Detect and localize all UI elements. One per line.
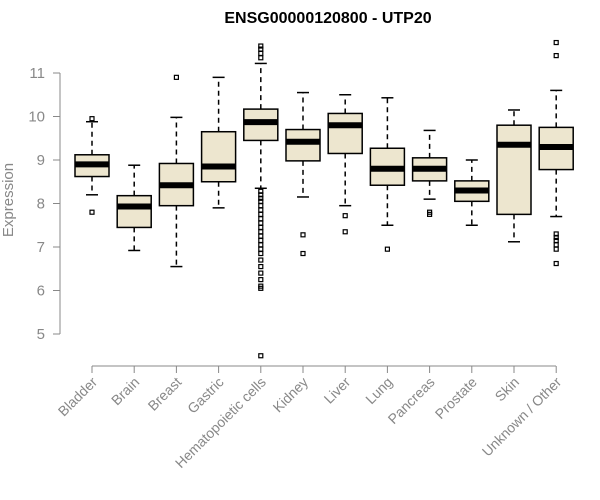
outlier-point (258, 43, 264, 49)
outlier-point (258, 237, 264, 244)
x-tick-label: Liver (321, 374, 354, 407)
outlier-point (89, 116, 95, 122)
outlier-point (553, 260, 559, 267)
chart-title: ENSG00000120800 - UTP20 (224, 10, 431, 27)
outlier-point (342, 213, 348, 219)
x-tick-label: Brain (108, 374, 142, 408)
outlier-point (258, 229, 264, 235)
x-tick-label: Bladder (55, 374, 101, 420)
outlier-point (553, 242, 559, 248)
box-group-bladder (74, 116, 110, 215)
box-group-pancreas (411, 129, 448, 217)
box-group-hematopoietic-cells (243, 43, 279, 359)
box-group-lung (369, 97, 406, 252)
x-tick-label: Skin (492, 374, 523, 405)
box-group-brain (116, 164, 152, 252)
outlier-point (89, 209, 95, 215)
box-iqr (327, 112, 363, 155)
outlier-point (553, 231, 559, 237)
box-group-gastric (200, 76, 237, 209)
box-group-unknown-other (538, 39, 574, 267)
y-ticks: 5 6 7 8 9 10 11 (28, 65, 60, 343)
outlier-point (553, 237, 559, 244)
boxes (74, 39, 574, 359)
x-tick-label: Kidney (270, 374, 312, 416)
outlier-point (553, 52, 559, 59)
x-tick-label: Breast (145, 374, 185, 414)
outlier-point (258, 250, 264, 257)
outlier-point (258, 263, 264, 270)
y-tick-label: 11 (29, 65, 45, 82)
y-tick-label: 7 (37, 239, 45, 256)
x-tick-label: Unknown / Other (479, 374, 565, 460)
box-group-kidney (285, 91, 321, 257)
outlier-point (258, 220, 264, 226)
outlier-point (258, 50, 264, 57)
y-tick-label: 8 (37, 196, 45, 213)
outlier-point (553, 39, 559, 46)
outlier-point (258, 211, 264, 217)
x-tick-label: Pancreas (385, 374, 438, 427)
outlier-point (258, 203, 264, 209)
outlier-point (258, 198, 264, 204)
outlier-point (427, 209, 433, 215)
y-tick-label: 10 (28, 109, 45, 126)
outlier-point (258, 207, 264, 213)
box-iqr (285, 128, 321, 162)
box-iqr (496, 124, 532, 216)
outlier-point (258, 246, 264, 252)
box-group-liver (327, 94, 363, 235)
outlier-point (258, 270, 264, 276)
outlier-point (258, 353, 264, 359)
x-tick-label: Lung (362, 374, 395, 407)
x-tick-label: Prostate (432, 374, 480, 422)
outlier-point (553, 246, 559, 252)
outlier-point (173, 74, 179, 80)
outlier-point (258, 224, 264, 231)
outlier-point (258, 188, 264, 194)
outlier-point (258, 277, 264, 283)
box-group-prostate (454, 159, 490, 226)
box-group-skin (496, 109, 532, 243)
outlier-point (258, 46, 264, 52)
y-axis-label: Expression (0, 163, 17, 237)
box-iqr (200, 130, 237, 183)
outlier-point (258, 257, 264, 263)
box-group-breast (158, 74, 195, 268)
outlier-point (342, 229, 348, 235)
outlier-point (300, 232, 306, 238)
outlier-point (300, 250, 306, 257)
box-iqr (116, 194, 152, 229)
outlier-point (258, 283, 264, 289)
y-tick-label: 9 (37, 152, 45, 169)
y-tick-label: 6 (37, 283, 45, 300)
y-tick-label: 5 (37, 326, 45, 343)
outlier-point (258, 55, 264, 61)
outlier-point (258, 216, 264, 222)
outlier-point (384, 246, 390, 252)
outlier-point (258, 242, 264, 248)
outlier-point (258, 233, 264, 239)
